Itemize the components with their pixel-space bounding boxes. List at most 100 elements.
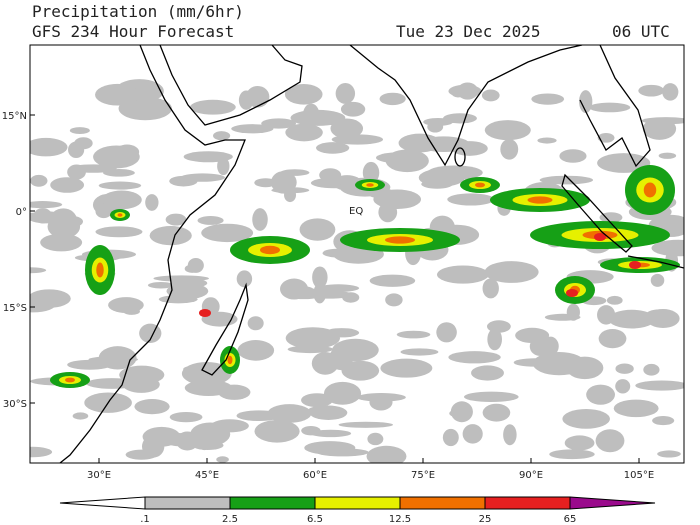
rain-area (197, 216, 224, 225)
colorbar: .1 2.5 6.5 12.5 25 65 (59, 496, 656, 525)
rain-area (462, 424, 483, 444)
rain-area (252, 208, 268, 231)
rain-area (260, 245, 280, 255)
rain-area (484, 120, 531, 141)
lat-label: 15°S (3, 303, 27, 314)
rain-area (216, 456, 229, 463)
rain-area (285, 123, 323, 142)
rain-area (482, 403, 511, 422)
rain-area (396, 330, 431, 339)
rain-area (442, 428, 459, 447)
rain-area (597, 132, 615, 143)
rain-area (564, 435, 595, 451)
rain-area (638, 84, 665, 97)
rain-area (646, 309, 680, 328)
rain-area (184, 379, 233, 397)
rain-area (380, 358, 433, 378)
lon-label: 105°E (624, 470, 654, 481)
lon-label: 90°E (519, 470, 543, 481)
rain-area (119, 365, 165, 385)
rain-area (30, 201, 63, 209)
rain-area (166, 283, 209, 300)
rain-area (147, 282, 174, 289)
rain-area (481, 89, 500, 102)
colorbar-label: 65 (564, 514, 577, 525)
rain-area (316, 142, 350, 154)
rain-area (447, 193, 495, 206)
rain-area (597, 305, 616, 325)
rain-area (475, 182, 485, 188)
rain-area (338, 421, 394, 428)
rain-area (237, 340, 275, 361)
rain-area (340, 101, 366, 117)
lon-label: 60°E (303, 470, 327, 481)
rain-area (254, 178, 277, 188)
rain-area (436, 322, 457, 343)
rain-area (341, 360, 380, 381)
colorbar-label: .1 (140, 514, 150, 525)
rain-area (542, 336, 559, 356)
rain-area (261, 118, 297, 129)
rain-area (369, 274, 416, 287)
rain-area (98, 181, 142, 190)
rain-area (615, 379, 631, 394)
rain-area (598, 328, 627, 349)
rain-area (40, 233, 83, 252)
lon-label: 30°E (87, 470, 111, 481)
rain-area (30, 137, 68, 157)
rain-area (123, 307, 140, 315)
rain-area (599, 212, 623, 223)
rain-area (284, 83, 323, 105)
rain-area (448, 351, 501, 364)
rain-area (657, 450, 681, 458)
rain-area (312, 266, 328, 289)
rain-area (385, 236, 415, 244)
rain-area (190, 99, 236, 115)
lon-label: 75°E (411, 470, 435, 481)
rain-area (629, 261, 641, 269)
rain-area (449, 409, 471, 418)
rain-area (330, 118, 364, 139)
lat-label: 0° (16, 207, 27, 218)
rain-area (658, 152, 677, 159)
rain-area (254, 419, 300, 443)
rain-area (503, 424, 517, 446)
rain-area (236, 270, 253, 288)
rain-area (183, 366, 200, 373)
rain-area (142, 426, 181, 447)
rain-area (183, 151, 233, 163)
rain-area (68, 141, 85, 159)
rain-area (579, 90, 593, 113)
rain-area (30, 294, 57, 313)
rain-area (93, 145, 140, 169)
rain-area (50, 177, 85, 193)
rain-area (134, 398, 170, 415)
axis-ticks: 15°N 0° 15°S 30°S 30°E 45°E 60°E 75°E 90°E 105°E (2, 111, 654, 481)
rain-area (532, 351, 586, 376)
rain-area (606, 295, 623, 305)
rain-area (448, 84, 482, 98)
rain-area (67, 164, 86, 180)
rain-area (487, 328, 502, 351)
rain-area (319, 168, 342, 182)
rain-area (643, 363, 660, 376)
colorbar-segment (229, 496, 316, 510)
rain-area (643, 182, 657, 198)
rain-area (324, 328, 360, 338)
rain-area (385, 293, 403, 307)
colorbar-label: 12.5 (389, 514, 411, 525)
rain-area (96, 262, 104, 278)
rain-area (153, 275, 209, 282)
rain-area (169, 175, 198, 187)
rain-area (515, 327, 550, 344)
rain-area (588, 102, 631, 113)
rain-area (95, 83, 140, 106)
rain-area (184, 264, 200, 273)
rain-area (642, 117, 677, 140)
colorbar-segment (59, 496, 146, 510)
rain-area (662, 83, 679, 101)
subtitle: GFS 234 Hour Forecast (32, 22, 234, 41)
map-frame (29, 44, 685, 464)
rain-area (236, 410, 282, 422)
date: Tue 23 Dec 2025 (396, 22, 541, 41)
